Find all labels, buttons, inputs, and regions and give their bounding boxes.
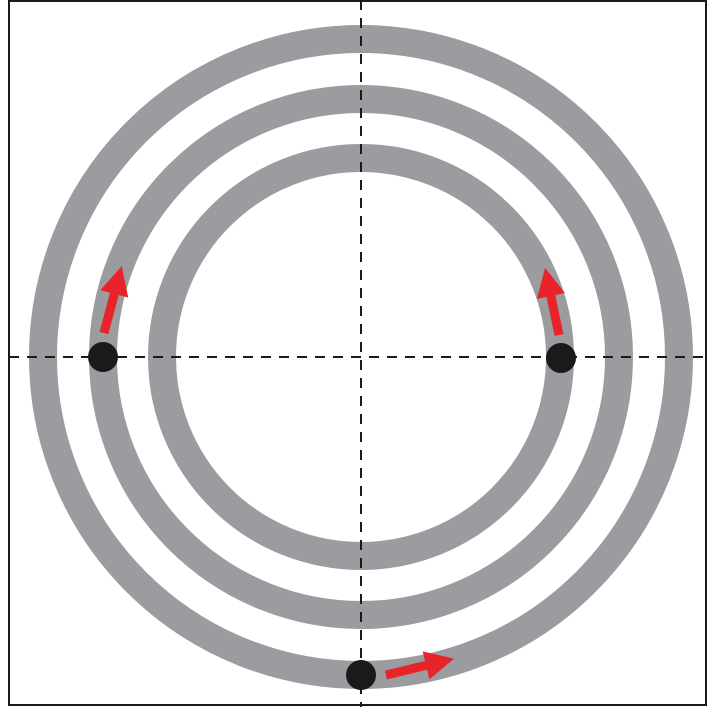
axes-group (9, 0, 708, 707)
arrows-group (99, 266, 566, 680)
marker-left (88, 342, 118, 372)
marker-right (546, 343, 576, 373)
markers-group (88, 342, 576, 690)
arrow-right-up (536, 267, 566, 336)
marker-bottom (346, 660, 376, 690)
arrow-bottom-right (384, 651, 455, 680)
arrow-left-up (99, 266, 129, 335)
